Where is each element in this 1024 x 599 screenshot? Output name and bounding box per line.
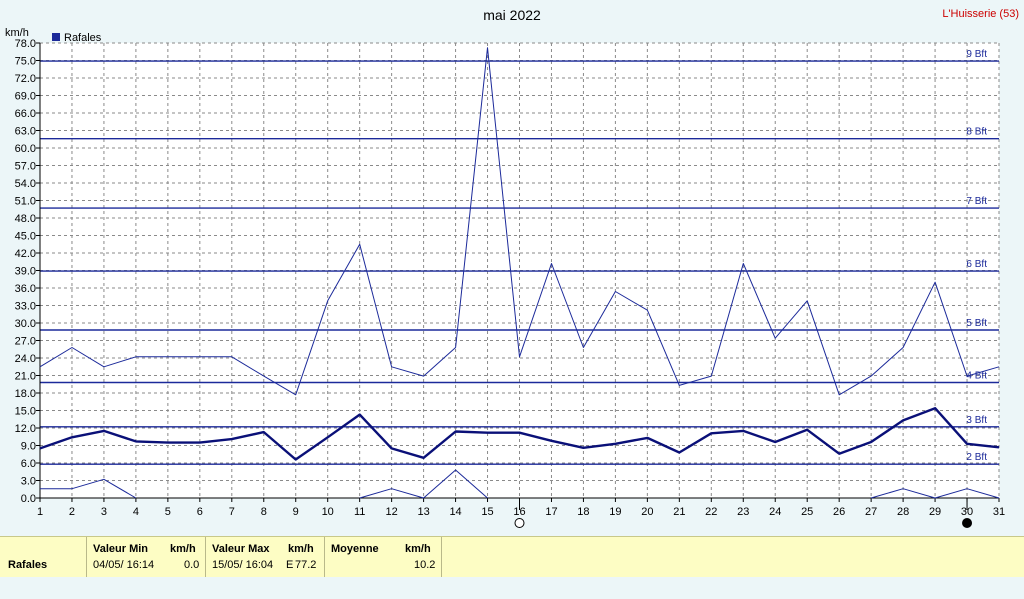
stats-footer: Rafales Valeur Min km/h 04/05/ 16:14 0.0… xyxy=(0,536,1024,577)
beaufort-label: 6 Bft xyxy=(966,259,987,270)
x-tick-label: 13 xyxy=(417,506,429,518)
avg-header: Moyenne xyxy=(331,543,379,555)
x-tick-label: 23 xyxy=(737,506,749,518)
y-tick-label: 60.0 xyxy=(15,143,36,155)
x-tick-label: 29 xyxy=(929,506,941,518)
new-moon-icon xyxy=(962,518,973,528)
rafales-min-line xyxy=(870,488,1000,499)
beaufort-label: 4 Bft xyxy=(966,371,987,382)
footer-divider xyxy=(205,537,206,577)
y-tick-label: 9.0 xyxy=(21,441,36,453)
y-tick-label: 75.0 xyxy=(15,56,36,68)
y-tick-label: 78.0 xyxy=(15,38,36,50)
y-tick-label: 6.0 xyxy=(21,458,36,470)
y-tick-label: 48.0 xyxy=(15,213,36,225)
rafales-average-line xyxy=(39,407,1000,461)
y-tick-label: 39.0 xyxy=(15,266,36,278)
x-tick-label: 14 xyxy=(449,506,461,518)
y-tick-label: 69.0 xyxy=(15,91,36,103)
footer-divider xyxy=(324,537,325,577)
y-tick-label: 18.0 xyxy=(15,388,36,400)
x-tick-label: 22 xyxy=(705,506,717,518)
y-tick-label: 51.0 xyxy=(15,196,36,208)
y-tick-label: 45.0 xyxy=(15,231,36,243)
y-tick-label: 0.0 xyxy=(21,493,36,505)
x-tick-label: 3 xyxy=(101,506,107,518)
x-tick-label: 7 xyxy=(229,506,235,518)
y-tick-label: 21.0 xyxy=(15,371,36,383)
beaufort-label: 9 Bft xyxy=(966,49,987,60)
rafales-min-line xyxy=(40,478,137,499)
legend-swatch xyxy=(52,33,60,41)
x-tick-label: 10 xyxy=(322,506,334,518)
x-tick-label: 18 xyxy=(577,506,589,518)
min-header: Valeur Min xyxy=(93,543,149,555)
x-tick-label: 20 xyxy=(641,506,653,518)
station-name: L'Huisserie (53) xyxy=(942,8,1019,20)
y-tick-label: 15.0 xyxy=(15,406,36,418)
beaufort-label: 7 Bft xyxy=(966,196,987,207)
avg-value: 10.2 xyxy=(414,559,436,571)
x-tick-label: 2 xyxy=(69,506,75,518)
avg-unit: km/h xyxy=(405,543,431,555)
chart-area: 0.0 3.0 6.0 9.0 12.0 15.0 18.0 21.0 24.0 27.0 30.0… xyxy=(5,7,1019,528)
chart-title: mai 2022 xyxy=(483,7,541,23)
x-tick-label: 8 xyxy=(261,506,267,518)
x-tick-label: 21 xyxy=(673,506,685,518)
x-tick-label: 15 xyxy=(481,506,493,518)
y-tick-label: 42.0 xyxy=(15,248,36,260)
footer-divider xyxy=(441,537,442,577)
x-tick-label: 17 xyxy=(545,506,557,518)
x-tick-label: 9 xyxy=(293,506,299,518)
footer-divider xyxy=(86,537,87,577)
rafales-max-line xyxy=(39,47,1000,396)
x-tick-label: 28 xyxy=(897,506,909,518)
beaufort-label: 3 Bft xyxy=(966,415,987,426)
y-tick-label: 24.0 xyxy=(15,353,36,365)
max-direction: E xyxy=(286,559,294,571)
max-value: 77.2 xyxy=(295,559,317,571)
y-tick-label: 57.0 xyxy=(15,161,36,173)
max-header: Valeur Max xyxy=(212,543,270,555)
y-tick-label: 63.0 xyxy=(15,126,36,138)
beaufort-label: 2 Bft xyxy=(966,452,987,463)
x-tick-label: 26 xyxy=(833,506,845,518)
footer-row-label: Rafales xyxy=(8,559,48,571)
x-tick-label: 5 xyxy=(165,506,171,518)
x-tick-label: 12 xyxy=(386,506,398,518)
beaufort-label: 8 Bft xyxy=(966,127,987,138)
y-tick-label: 36.0 xyxy=(15,283,36,295)
x-tick-label: 1 xyxy=(37,506,43,518)
x-tick-label: 24 xyxy=(769,506,781,518)
x-tick-label: 11 xyxy=(354,506,365,518)
y-tick-label: 30.0 xyxy=(15,318,36,330)
y-tick-label: 72.0 xyxy=(15,73,36,85)
x-tick-label: 4 xyxy=(133,506,139,518)
y-tick-label: 3.0 xyxy=(21,476,36,488)
beaufort-label: 5 Bft xyxy=(966,318,987,329)
y-tick-label: 33.0 xyxy=(15,301,36,313)
x-tick-label: 6 xyxy=(197,506,203,518)
max-unit: km/h xyxy=(288,543,314,555)
x-tick-label: 16 xyxy=(513,506,525,518)
y-tick-label: 12.0 xyxy=(15,423,36,435)
max-date: 15/05/ 16:04 xyxy=(212,559,274,571)
y-tick-label: 66.0 xyxy=(15,108,36,120)
x-tick-label: 27 xyxy=(865,506,877,518)
y-tick-label: 27.0 xyxy=(15,336,36,348)
x-tick-label: 25 xyxy=(801,506,813,518)
full-moon-icon xyxy=(514,518,525,528)
min-value: 0.0 xyxy=(184,559,200,571)
y-tick-label: 54.0 xyxy=(15,178,36,190)
rafales-min-line xyxy=(359,469,488,499)
x-tick-label: 31 xyxy=(993,506,1005,518)
legend-label: Rafales xyxy=(64,32,102,44)
y-unit-label: km/h xyxy=(5,27,29,39)
x-tick-label: 30 xyxy=(961,506,973,518)
min-date: 04/05/ 16:14 xyxy=(93,559,155,571)
min-unit: km/h xyxy=(170,543,196,555)
x-tick-label: 19 xyxy=(609,506,621,518)
